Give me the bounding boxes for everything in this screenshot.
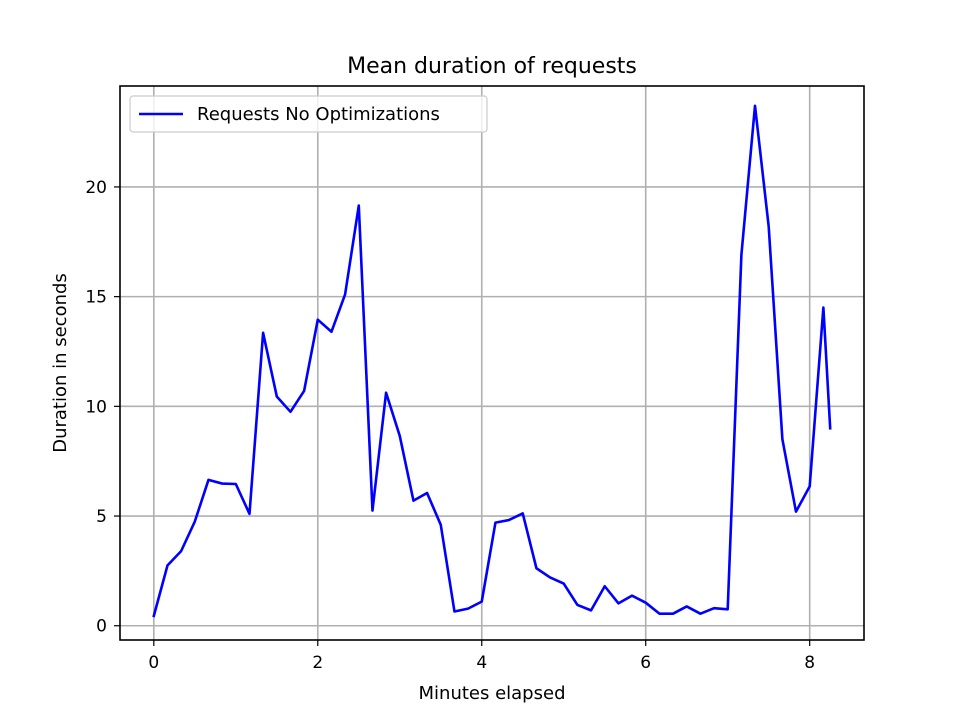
x-tick-label: 0 (148, 653, 159, 673)
y-axis-label: Duration in seconds (50, 273, 71, 453)
x-tick-label: 4 (476, 653, 487, 673)
y-tick-label: 20 (85, 178, 107, 198)
x-tick-label: 6 (640, 653, 651, 673)
plot-frame (119, 85, 865, 641)
ticks: 0 2 4 6 8 0 5 10 15 20 (85, 178, 815, 673)
legend-label: Requests No Optimizations (197, 104, 440, 125)
legend: Requests No Optimizations (129, 95, 488, 133)
y-tick-label: 5 (96, 507, 107, 527)
x-tick-label: 8 (804, 653, 815, 673)
y-tick-label: 15 (85, 288, 107, 308)
y-tick-label: 10 (85, 397, 107, 417)
x-tick-label: 2 (312, 653, 323, 673)
y-tick-label: 0 (96, 617, 107, 637)
series-layer (152, 104, 832, 618)
x-axis-label: Minutes elapsed (419, 683, 566, 704)
legend-box (129, 95, 488, 133)
series-line-0 (152, 104, 832, 618)
grid (120, 86, 864, 640)
chart-title: Mean duration of requests (347, 54, 637, 79)
